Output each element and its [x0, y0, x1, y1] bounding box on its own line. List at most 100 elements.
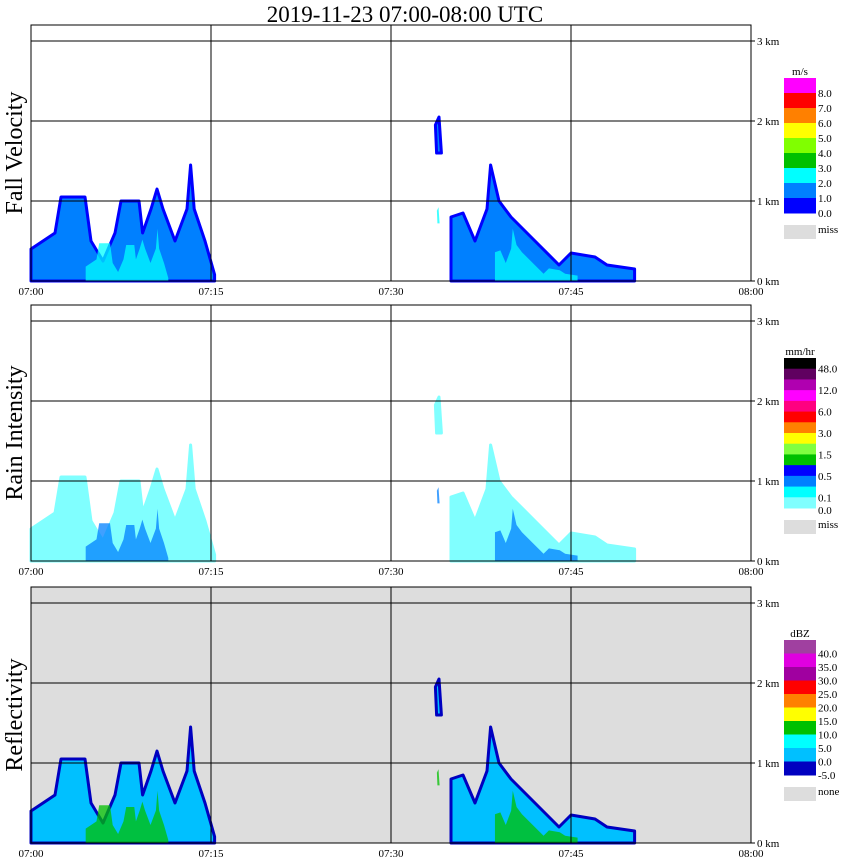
legend-swatch [784, 153, 816, 169]
legend-units: m/s [792, 66, 808, 78]
echo-core [85, 508, 169, 561]
legend-missing-swatch [784, 225, 816, 239]
legend-swatch [784, 748, 816, 762]
plot-border [30, 304, 752, 562]
legend-swatch [784, 443, 816, 455]
y-tick-label: 2 km [757, 396, 780, 408]
legend-label: 5.0 [818, 133, 832, 145]
x-tick-label: 07:30 [378, 286, 404, 298]
x-tick-label: 07:30 [378, 848, 404, 860]
x-tick-label: 07:15 [198, 286, 224, 298]
x-tick-label: 07:45 [558, 848, 584, 860]
legend-label: 1.5 [818, 449, 832, 461]
x-tick-label: 07:00 [18, 286, 44, 298]
legend-swatch [784, 368, 816, 380]
legend-label: -5.0 [818, 770, 836, 782]
legend-missing-label: miss [818, 519, 838, 531]
legend-swatch [784, 761, 816, 776]
legend-label: 3.0 [818, 428, 832, 440]
legend-label: 12.0 [818, 385, 838, 397]
legend-swatch [784, 497, 816, 509]
x-tick-label: 07:15 [198, 848, 224, 860]
x-tick-label: 07:00 [18, 848, 44, 860]
legend-label: 48.0 [818, 364, 838, 376]
legend-label: 1.0 [818, 193, 832, 205]
x-tick-label: 07:45 [558, 286, 584, 298]
chart-title: 2019-11-23 07:00-08:00 UTC [267, 2, 543, 27]
x-tick-label: 08:00 [738, 286, 764, 298]
legend-swatch [784, 123, 816, 139]
y-tick-label: 1 km [757, 758, 780, 770]
legend-swatch [784, 138, 816, 154]
legend-swatch [784, 465, 816, 477]
y-tick-label: 0 km [757, 276, 780, 288]
legend-swatch [784, 721, 816, 735]
legend-swatch [784, 422, 816, 434]
legend-units: mm/hr [785, 346, 815, 358]
legend-swatch [784, 400, 816, 413]
legend-label: 0.1 [818, 492, 832, 504]
plot-border [30, 586, 752, 844]
legend-label: 4.0 [818, 148, 832, 160]
legend-label: 15.0 [818, 716, 838, 728]
legend-swatch [784, 108, 816, 124]
echo-region [29, 725, 217, 845]
panel-ylabel: Rain Intensity [2, 365, 28, 500]
y-tick-label: 0 km [757, 556, 780, 568]
echo-region [433, 115, 443, 155]
echo-core [494, 508, 578, 561]
x-tick-label: 07:45 [558, 566, 584, 578]
echo-core [85, 228, 169, 281]
panel-ylabel: Fall Velocity [2, 92, 28, 215]
legend-swatch [784, 475, 816, 488]
legend-missing-label: none [818, 786, 840, 798]
echo-region [433, 395, 443, 435]
x-tick-label: 07:30 [378, 566, 404, 578]
legend-swatch [784, 640, 816, 654]
x-tick-label: 08:00 [738, 566, 764, 578]
legend-swatch [784, 486, 816, 498]
echo-core [85, 790, 169, 843]
legend-label: 0.0 [818, 757, 832, 769]
legend-label: 0.0 [818, 505, 832, 517]
legend-units: dBZ [790, 628, 810, 640]
legend-swatch [784, 168, 816, 184]
echo-region [29, 163, 217, 283]
legend-swatch [784, 358, 816, 370]
echo-core [436, 769, 440, 786]
echo-core [436, 487, 440, 504]
legend-swatch [784, 183, 816, 199]
legend-label: 2.0 [818, 178, 832, 190]
y-tick-label: 2 km [757, 678, 780, 690]
legend-swatch [784, 433, 816, 445]
legend-label: 5.0 [818, 743, 832, 755]
legend-swatch [784, 379, 816, 391]
legend-swatch [784, 653, 816, 668]
legend-label: 20.0 [818, 703, 838, 715]
x-tick-label: 07:00 [18, 566, 44, 578]
legend-label: 0.5 [818, 471, 832, 483]
legend-label: 35.0 [818, 662, 838, 674]
panel-ylabel: Reflectivity [2, 658, 28, 771]
echo-region [29, 443, 217, 563]
y-tick-label: 3 km [757, 36, 780, 48]
legend-missing-swatch [784, 520, 816, 534]
legend-label: 10.0 [818, 730, 838, 742]
y-tick-label: 3 km [757, 316, 780, 328]
legend-swatch [784, 411, 816, 423]
legend-label: 0.0 [818, 208, 832, 220]
echo-core [494, 228, 578, 281]
x-tick-label: 08:00 [738, 848, 764, 860]
legend-label: 6.0 [818, 407, 832, 419]
y-tick-label: 0 km [757, 838, 780, 850]
legend-swatch [784, 667, 816, 681]
plot-border [30, 24, 752, 282]
echo-core [436, 207, 440, 224]
legend-swatch [784, 454, 816, 466]
legend-swatch [784, 78, 816, 94]
legend-swatch [784, 694, 816, 708]
legend-label: 7.0 [818, 103, 832, 115]
legend-swatch [784, 734, 816, 749]
